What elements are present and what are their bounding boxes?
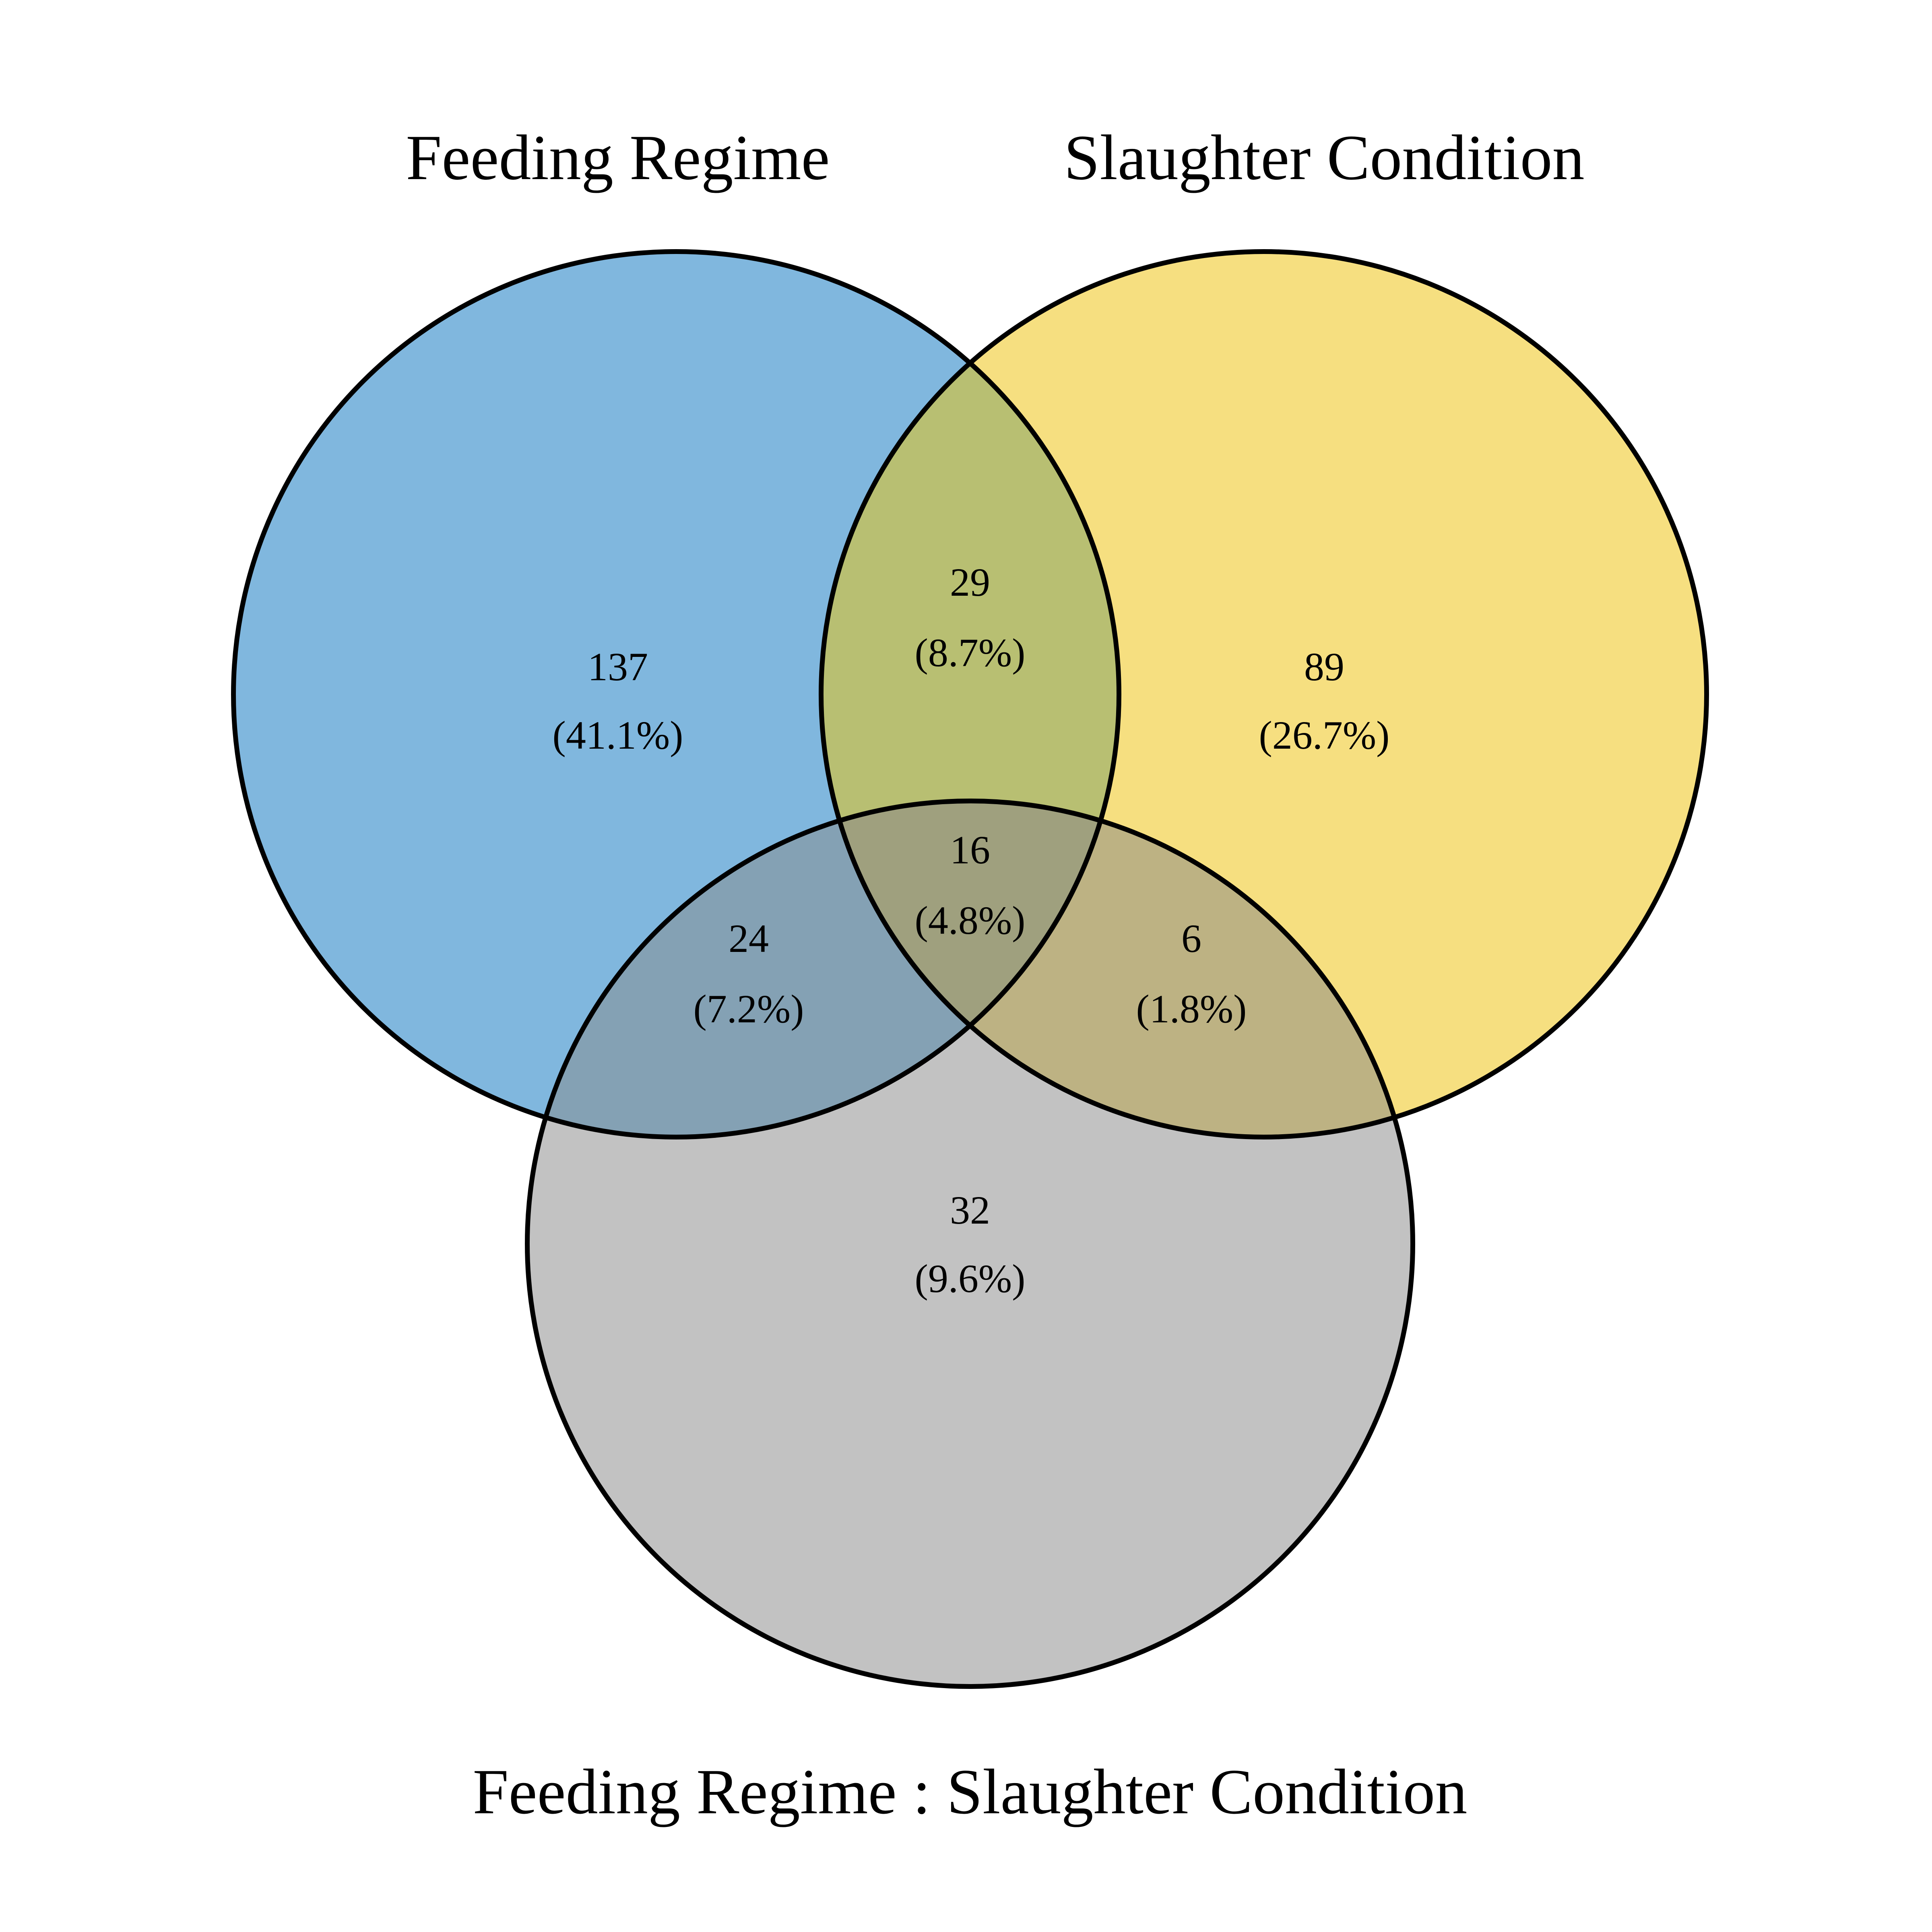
set-c-label: Feeding Regime : Slaughter Condition bbox=[473, 1756, 1468, 1827]
region-a-b-count: 29 bbox=[950, 560, 990, 605]
region-a-b-percent: (8.7%) bbox=[915, 630, 1026, 675]
region-b-c-count: 6 bbox=[1181, 916, 1201, 961]
region-a-c-count: 24 bbox=[729, 916, 769, 961]
region-a-only-percent: (41.1%) bbox=[553, 713, 683, 758]
region-b-only-percent: (26.7%) bbox=[1259, 713, 1390, 758]
region-b-c-percent: (1.8%) bbox=[1136, 987, 1247, 1031]
region-a-only-count: 137 bbox=[588, 644, 648, 689]
set-a-label: Feeding Regime bbox=[406, 122, 830, 193]
set-c-outline bbox=[525, 799, 1415, 1689]
region-a-b-c-percent: (4.8%) bbox=[915, 898, 1026, 943]
overlap-b-c-fill bbox=[821, 801, 1413, 1137]
set-a-outline bbox=[231, 249, 1121, 1139]
region-b-only-count: 89 bbox=[1304, 644, 1344, 689]
set-b-label: Slaughter Condition bbox=[1064, 122, 1584, 193]
overlap-a-c-fill bbox=[527, 801, 1119, 1137]
region-a-b-c-count: 16 bbox=[950, 828, 990, 872]
region-a-c-percent: (7.2%) bbox=[694, 987, 804, 1031]
region-c-only-percent: (9.6%) bbox=[915, 1256, 1026, 1301]
set-b-outline bbox=[819, 249, 1709, 1139]
region-c-only-count: 32 bbox=[950, 1188, 990, 1232]
